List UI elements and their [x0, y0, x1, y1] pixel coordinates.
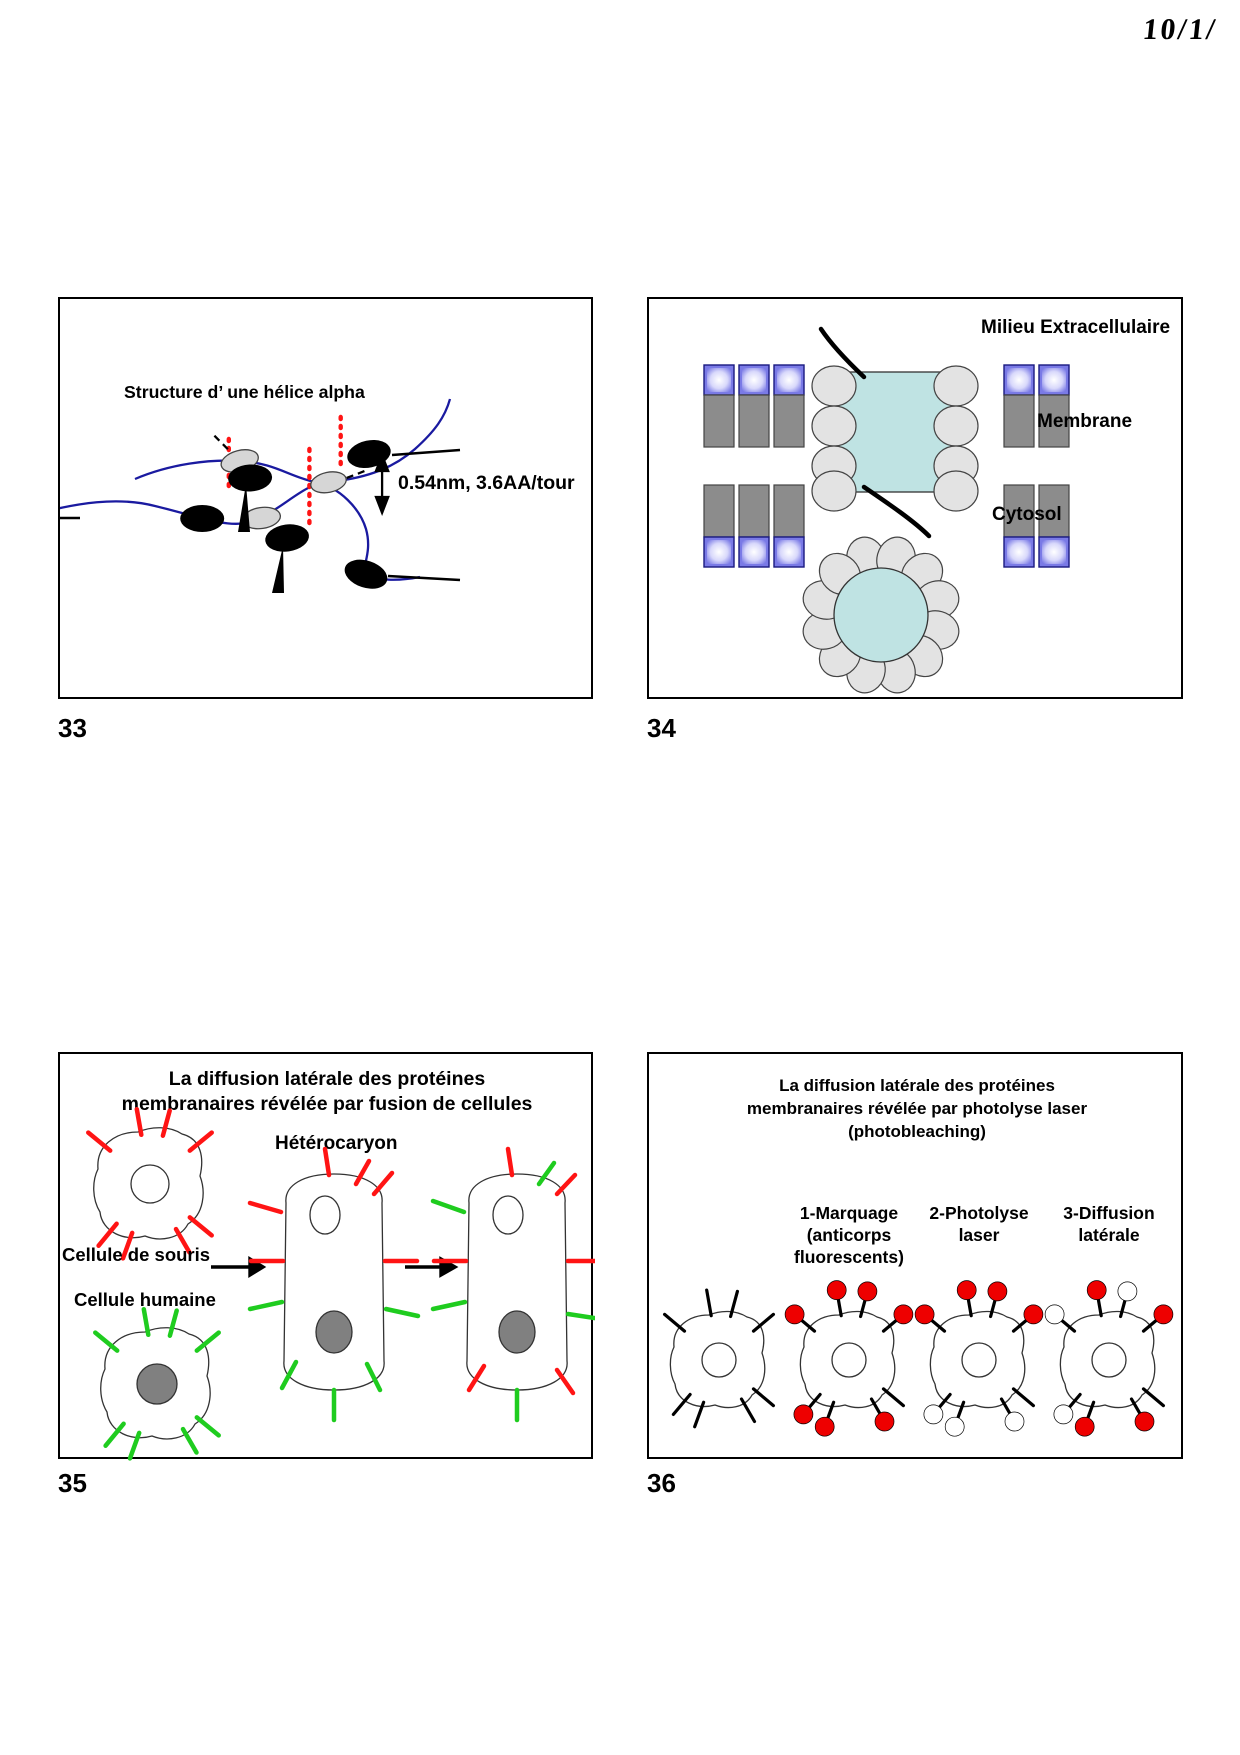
svg-text:La diffusion latérale des prot: La diffusion latérale des protéines [169, 1068, 486, 1090]
svg-text:La diffusion latérale des prot: La diffusion latérale des protéines [779, 1076, 1055, 1095]
svg-text:Cellule humaine: Cellule humaine [74, 1289, 216, 1310]
svg-text:Hétérocaryon: Hétérocaryon [275, 1133, 398, 1154]
svg-text:fluorescents): fluorescents) [794, 1247, 904, 1267]
svg-text:Cytosol: Cytosol [992, 504, 1062, 525]
svg-text:laser: laser [959, 1225, 1000, 1245]
svg-text:(photobleaching): (photobleaching) [848, 1122, 986, 1141]
svg-text:membranaires révélée par photo: membranaires révélée par photolyse laser [747, 1099, 1088, 1118]
svg-text:0.54nm, 3.6AA/tour: 0.54nm, 3.6AA/tour [398, 472, 575, 494]
svg-text:Milieu Extracellulaire: Milieu Extracellulaire [981, 317, 1170, 338]
svg-text:Cellule de souris: Cellule de souris [62, 1244, 210, 1265]
svg-text:Membrane: Membrane [1037, 411, 1132, 432]
svg-text:1-Marquage: 1-Marquage [800, 1203, 898, 1223]
svg-text:membranaires révélée par fusio: membranaires révélée par fusion de cellu… [122, 1093, 533, 1115]
svg-text:3-Diffusion: 3-Diffusion [1063, 1203, 1154, 1223]
svg-text:latérale: latérale [1078, 1225, 1140, 1245]
svg-text:(anticorps: (anticorps [807, 1225, 892, 1245]
svg-text:2-Photolyse: 2-Photolyse [929, 1203, 1028, 1223]
